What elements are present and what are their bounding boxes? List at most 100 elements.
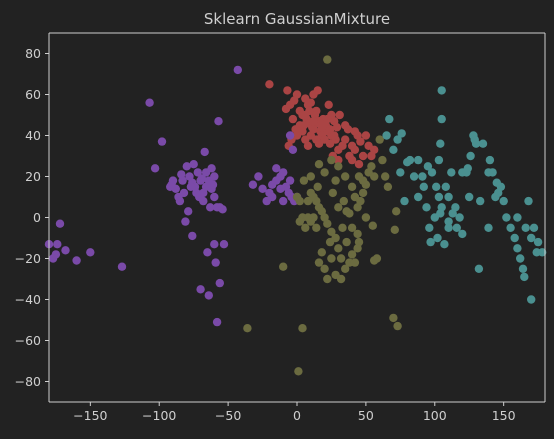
data-point bbox=[432, 182, 441, 191]
data-point bbox=[210, 240, 219, 249]
data-point bbox=[193, 168, 202, 177]
data-point bbox=[306, 188, 315, 198]
data-point bbox=[299, 176, 309, 185]
data-point bbox=[214, 117, 223, 126]
data-point bbox=[345, 151, 354, 161]
x-tick-label: 100 bbox=[423, 408, 447, 423]
data-point bbox=[506, 223, 515, 232]
data-point bbox=[485, 155, 495, 165]
data-point bbox=[283, 86, 292, 95]
data-point bbox=[233, 65, 242, 75]
data-point bbox=[327, 227, 336, 236]
data-point bbox=[196, 285, 205, 294]
data-point bbox=[425, 223, 434, 232]
data-point bbox=[516, 254, 525, 263]
x-tick-label: −150 bbox=[73, 408, 107, 423]
plot-area bbox=[49, 33, 545, 402]
data-point bbox=[288, 145, 298, 154]
data-point bbox=[444, 217, 453, 226]
data-point bbox=[361, 213, 371, 222]
data-point bbox=[375, 135, 384, 144]
data-point bbox=[397, 129, 406, 138]
data-point bbox=[332, 123, 342, 132]
data-point bbox=[393, 321, 402, 331]
data-point bbox=[254, 172, 263, 181]
y-tick-label: 40 bbox=[25, 128, 41, 143]
data-point bbox=[403, 158, 412, 167]
data-point bbox=[354, 160, 364, 169]
data-point bbox=[211, 258, 220, 267]
data-point bbox=[276, 184, 285, 193]
data-point bbox=[458, 229, 467, 239]
y-tick-label: 60 bbox=[25, 87, 41, 102]
data-point bbox=[206, 203, 215, 212]
data-point bbox=[317, 248, 326, 257]
data-point bbox=[383, 182, 393, 191]
data-point bbox=[279, 168, 288, 177]
data-point bbox=[186, 182, 196, 191]
data-point bbox=[484, 223, 493, 232]
data-point bbox=[390, 225, 399, 234]
data-point bbox=[353, 229, 362, 239]
data-point bbox=[313, 182, 322, 191]
data-point bbox=[513, 244, 522, 253]
data-point bbox=[285, 176, 295, 185]
data-point bbox=[150, 164, 160, 173]
data-point bbox=[378, 155, 387, 165]
data-point bbox=[347, 223, 357, 232]
data-point bbox=[414, 192, 423, 202]
data-point bbox=[145, 98, 154, 107]
y-tick-label: −60 bbox=[15, 333, 41, 348]
data-point bbox=[323, 114, 332, 124]
data-point bbox=[323, 274, 332, 284]
data-point bbox=[350, 127, 360, 136]
data-point bbox=[215, 278, 224, 288]
data-point bbox=[219, 240, 229, 249]
data-point bbox=[303, 196, 313, 206]
data-point bbox=[177, 170, 186, 179]
data-point bbox=[218, 205, 227, 214]
data-point bbox=[86, 248, 95, 257]
data-point bbox=[465, 192, 474, 202]
data-point bbox=[325, 237, 335, 247]
data-point bbox=[474, 264, 484, 273]
data-point bbox=[382, 131, 391, 140]
data-point bbox=[314, 258, 324, 267]
data-point bbox=[342, 207, 351, 216]
data-point bbox=[324, 100, 333, 110]
x-tick-label: 0 bbox=[293, 408, 301, 423]
data-point bbox=[279, 196, 288, 206]
data-point bbox=[181, 217, 190, 226]
data-point bbox=[292, 192, 302, 202]
data-point bbox=[309, 117, 318, 126]
data-point bbox=[520, 272, 529, 282]
y-tick-label: −80 bbox=[15, 374, 41, 389]
data-point bbox=[462, 168, 471, 177]
data-point bbox=[423, 162, 433, 171]
data-point bbox=[203, 248, 212, 257]
data-point bbox=[436, 209, 445, 218]
data-point bbox=[347, 182, 357, 191]
data-point bbox=[451, 203, 460, 212]
data-point bbox=[117, 262, 127, 271]
data-point bbox=[513, 213, 522, 222]
data-point bbox=[288, 114, 298, 124]
x-axis: −150 −100 −50 0 50 100 150 bbox=[73, 402, 516, 423]
data-point bbox=[444, 223, 453, 232]
data-point bbox=[499, 196, 508, 206]
data-point bbox=[258, 184, 267, 193]
data-point bbox=[336, 274, 346, 284]
data-point bbox=[478, 139, 488, 148]
data-point bbox=[336, 254, 346, 263]
data-point bbox=[350, 258, 360, 267]
data-point bbox=[358, 151, 368, 161]
data-point bbox=[248, 180, 258, 189]
data-point bbox=[301, 223, 310, 232]
data-point bbox=[330, 131, 339, 140]
data-point bbox=[476, 196, 485, 206]
data-point bbox=[455, 213, 464, 222]
data-point bbox=[350, 145, 360, 154]
data-point bbox=[279, 262, 288, 271]
